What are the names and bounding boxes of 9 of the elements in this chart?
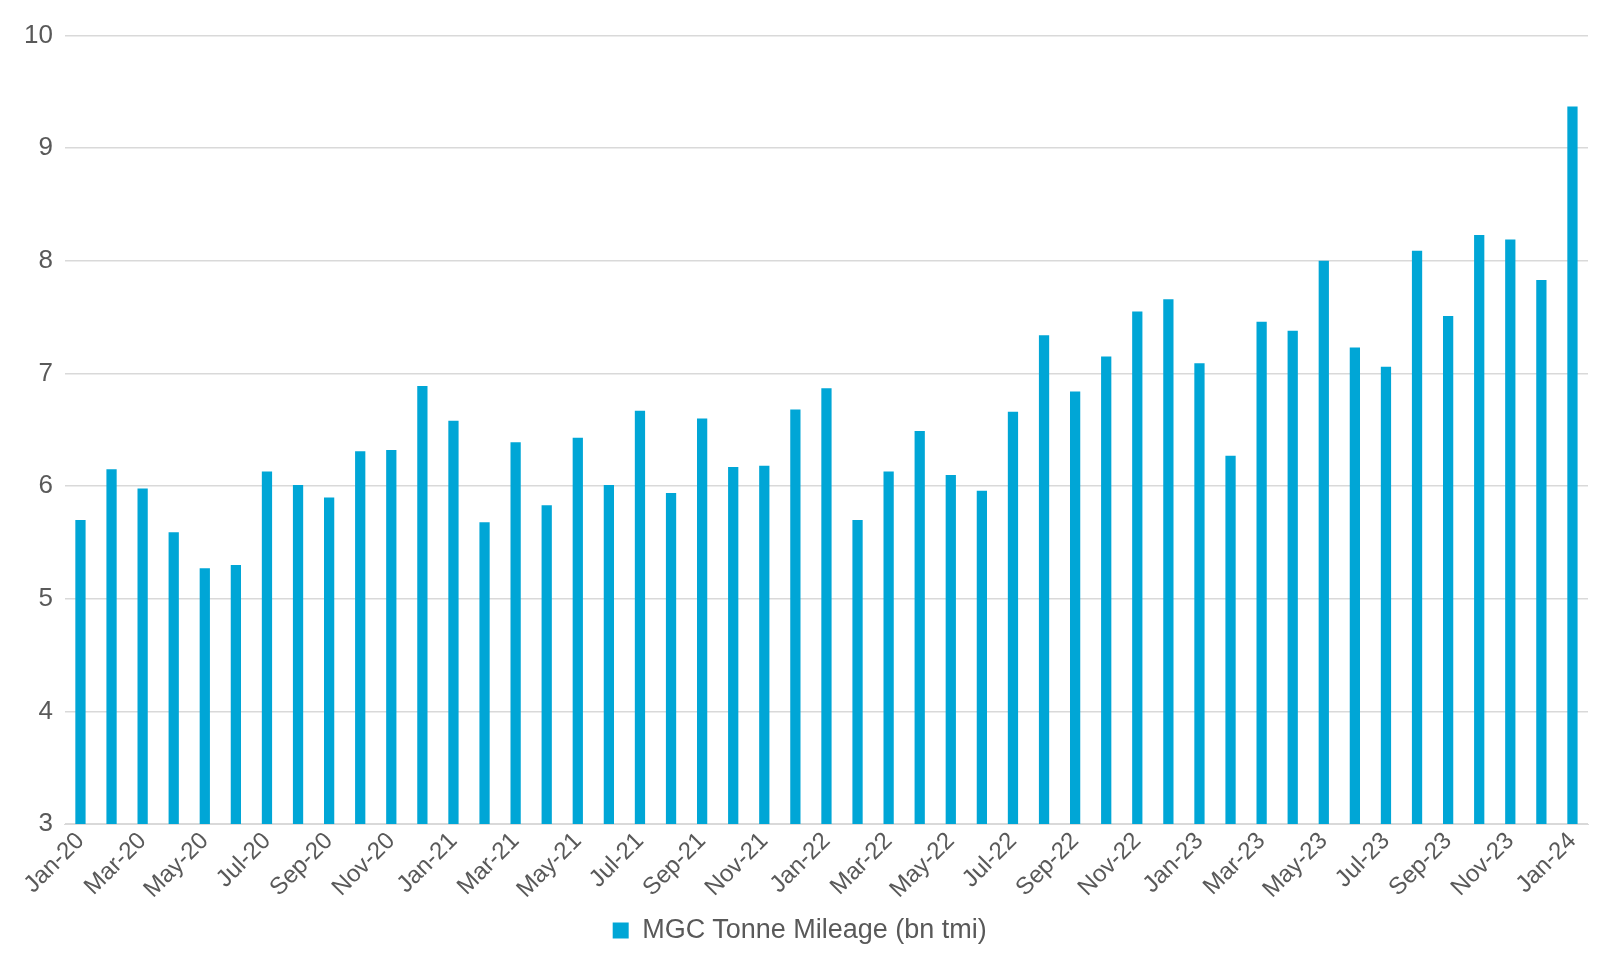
y-tick-label: 10 [24,18,53,49]
y-tick-label: 3 [38,807,53,838]
y-tick-label: 5 [38,581,53,612]
y-tick-label: 6 [38,469,53,500]
y-tick-label: 7 [38,356,53,387]
y-tick-label: 4 [38,694,53,725]
y-tick-label: 8 [38,244,53,275]
legend-label: MGC Tonne Mileage (bn tmi) [642,913,987,944]
y-tick-label: 9 [38,131,53,162]
